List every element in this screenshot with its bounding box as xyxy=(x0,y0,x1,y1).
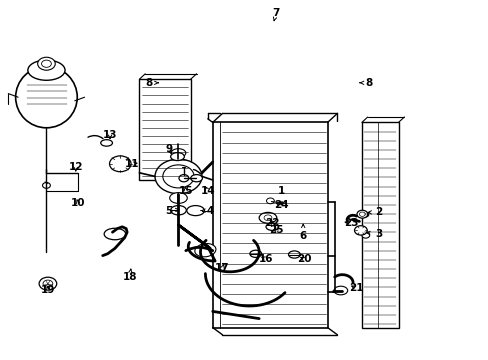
Text: 16: 16 xyxy=(259,254,273,264)
Text: 6: 6 xyxy=(299,224,306,241)
Ellipse shape xyxy=(194,243,216,257)
Text: 3: 3 xyxy=(366,229,382,239)
Text: 18: 18 xyxy=(122,269,137,282)
Ellipse shape xyxy=(186,206,204,216)
Circle shape xyxy=(42,183,50,188)
Text: 22: 22 xyxy=(265,218,280,228)
Circle shape xyxy=(109,156,131,172)
Circle shape xyxy=(356,210,367,218)
Circle shape xyxy=(41,60,51,67)
Text: 25: 25 xyxy=(268,225,283,235)
Circle shape xyxy=(39,277,57,290)
Ellipse shape xyxy=(249,250,261,257)
Ellipse shape xyxy=(101,140,112,146)
Text: 10: 10 xyxy=(71,198,85,208)
Circle shape xyxy=(362,212,368,217)
Ellipse shape xyxy=(265,223,278,230)
Text: 4: 4 xyxy=(201,206,214,216)
Circle shape xyxy=(354,226,366,235)
Text: 13: 13 xyxy=(102,130,117,140)
Text: 21: 21 xyxy=(348,283,363,293)
Text: 12: 12 xyxy=(68,162,83,172)
Text: 11: 11 xyxy=(124,159,139,169)
Text: 2: 2 xyxy=(367,207,382,217)
Text: 14: 14 xyxy=(200,186,215,196)
Ellipse shape xyxy=(288,251,300,258)
Ellipse shape xyxy=(28,60,65,80)
Ellipse shape xyxy=(170,206,186,215)
Text: 24: 24 xyxy=(273,200,288,210)
Ellipse shape xyxy=(259,212,276,223)
Circle shape xyxy=(359,212,365,216)
Text: 7: 7 xyxy=(272,8,280,21)
Ellipse shape xyxy=(104,228,125,240)
Circle shape xyxy=(38,57,55,70)
Ellipse shape xyxy=(155,159,202,194)
Circle shape xyxy=(43,280,53,287)
Bar xyxy=(361,122,398,328)
Bar xyxy=(212,122,327,328)
Ellipse shape xyxy=(16,67,77,128)
Text: 8: 8 xyxy=(145,78,158,88)
Ellipse shape xyxy=(333,286,347,295)
Text: 9: 9 xyxy=(165,144,172,154)
Text: 15: 15 xyxy=(178,186,193,196)
Text: 5: 5 xyxy=(165,206,179,216)
Ellipse shape xyxy=(190,175,202,182)
Circle shape xyxy=(266,198,274,204)
Text: 19: 19 xyxy=(41,285,55,295)
Ellipse shape xyxy=(163,165,194,188)
Text: 8: 8 xyxy=(359,78,372,88)
Text: 23: 23 xyxy=(343,218,358,228)
Bar xyxy=(139,79,190,180)
Ellipse shape xyxy=(169,193,187,203)
Text: 1: 1 xyxy=(277,186,284,205)
Text: 17: 17 xyxy=(215,263,229,273)
Ellipse shape xyxy=(171,149,185,157)
Circle shape xyxy=(179,175,188,182)
Circle shape xyxy=(264,215,271,221)
Text: 20: 20 xyxy=(296,254,311,264)
Ellipse shape xyxy=(170,153,184,161)
Circle shape xyxy=(361,233,369,238)
